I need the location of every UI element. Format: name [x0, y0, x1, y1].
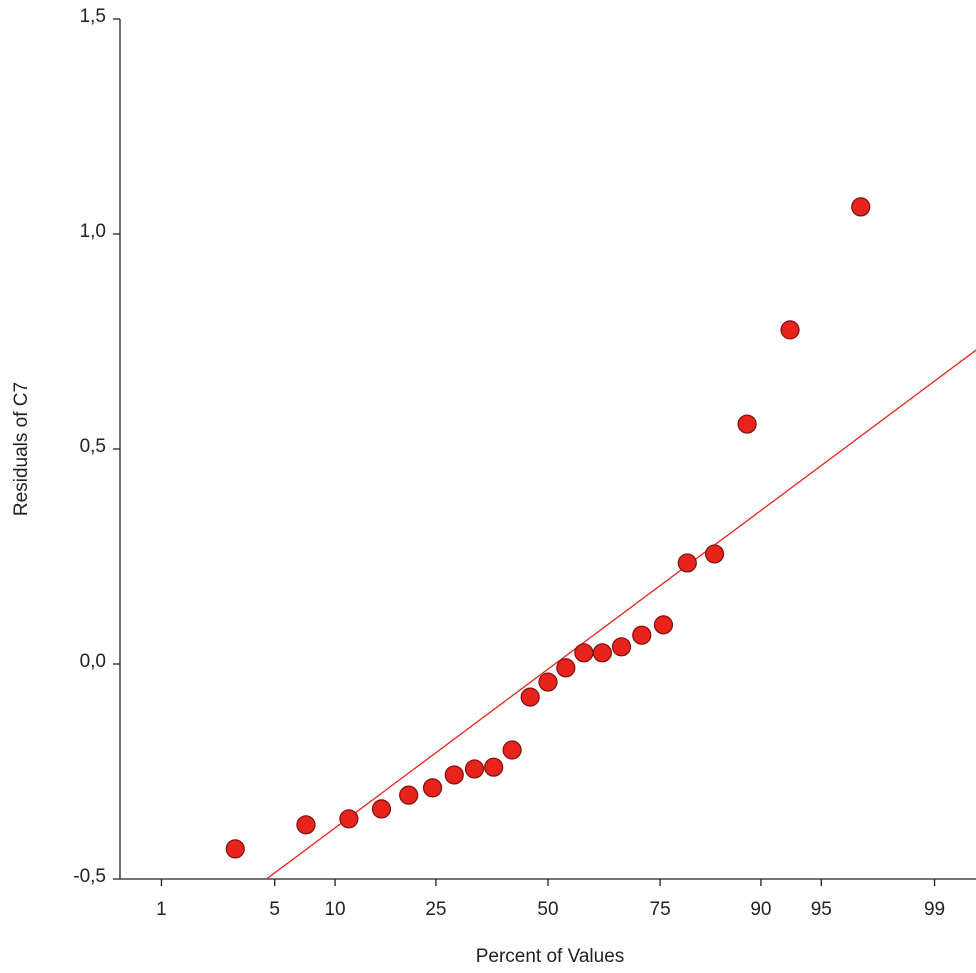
x-tick-label: 95: [811, 899, 832, 920]
data-point: [296, 815, 316, 835]
data-point: [484, 757, 504, 777]
y-tick-label: 0,5: [80, 436, 106, 457]
data-point: [780, 320, 800, 340]
data-point: [225, 839, 245, 859]
fit-line: [265, 349, 976, 879]
data-point: [632, 625, 652, 645]
x-tick-label: 99: [924, 899, 945, 920]
data-point: [520, 687, 540, 707]
data-point: [611, 637, 632, 657]
data-point: [444, 765, 464, 785]
y-tick-label: -0,5: [73, 866, 106, 887]
x-axis-label: Percent of Values: [476, 946, 625, 967]
data-point: [502, 740, 522, 760]
data-point: [556, 658, 576, 678]
data-point: [653, 615, 674, 635]
data-point: [464, 759, 485, 779]
x-tick-label: 75: [650, 899, 671, 920]
x-tick-label: 50: [537, 899, 558, 920]
data-point: [592, 643, 612, 663]
x-tick-label: 25: [425, 899, 446, 920]
y-tick-label: 1,5: [80, 6, 106, 27]
y-tick-label: 0,0: [80, 651, 106, 672]
y-axis-label: Residuals of C7: [11, 382, 32, 516]
data-point: [371, 799, 392, 819]
data-point: [339, 809, 359, 829]
data-point: [851, 197, 871, 217]
x-tick-label: 5: [269, 899, 280, 920]
data-point: [574, 643, 594, 663]
data-point: [399, 785, 419, 805]
data-point: [704, 544, 725, 564]
data-point: [538, 672, 558, 692]
x-tick-label: 10: [324, 899, 345, 920]
x-tick-label: 90: [750, 899, 771, 920]
x-tick-label: 1: [156, 899, 167, 920]
data-point: [422, 778, 443, 798]
data-point: [737, 414, 757, 434]
data-point: [677, 553, 697, 573]
y-tick-label: 1,0: [80, 221, 106, 242]
